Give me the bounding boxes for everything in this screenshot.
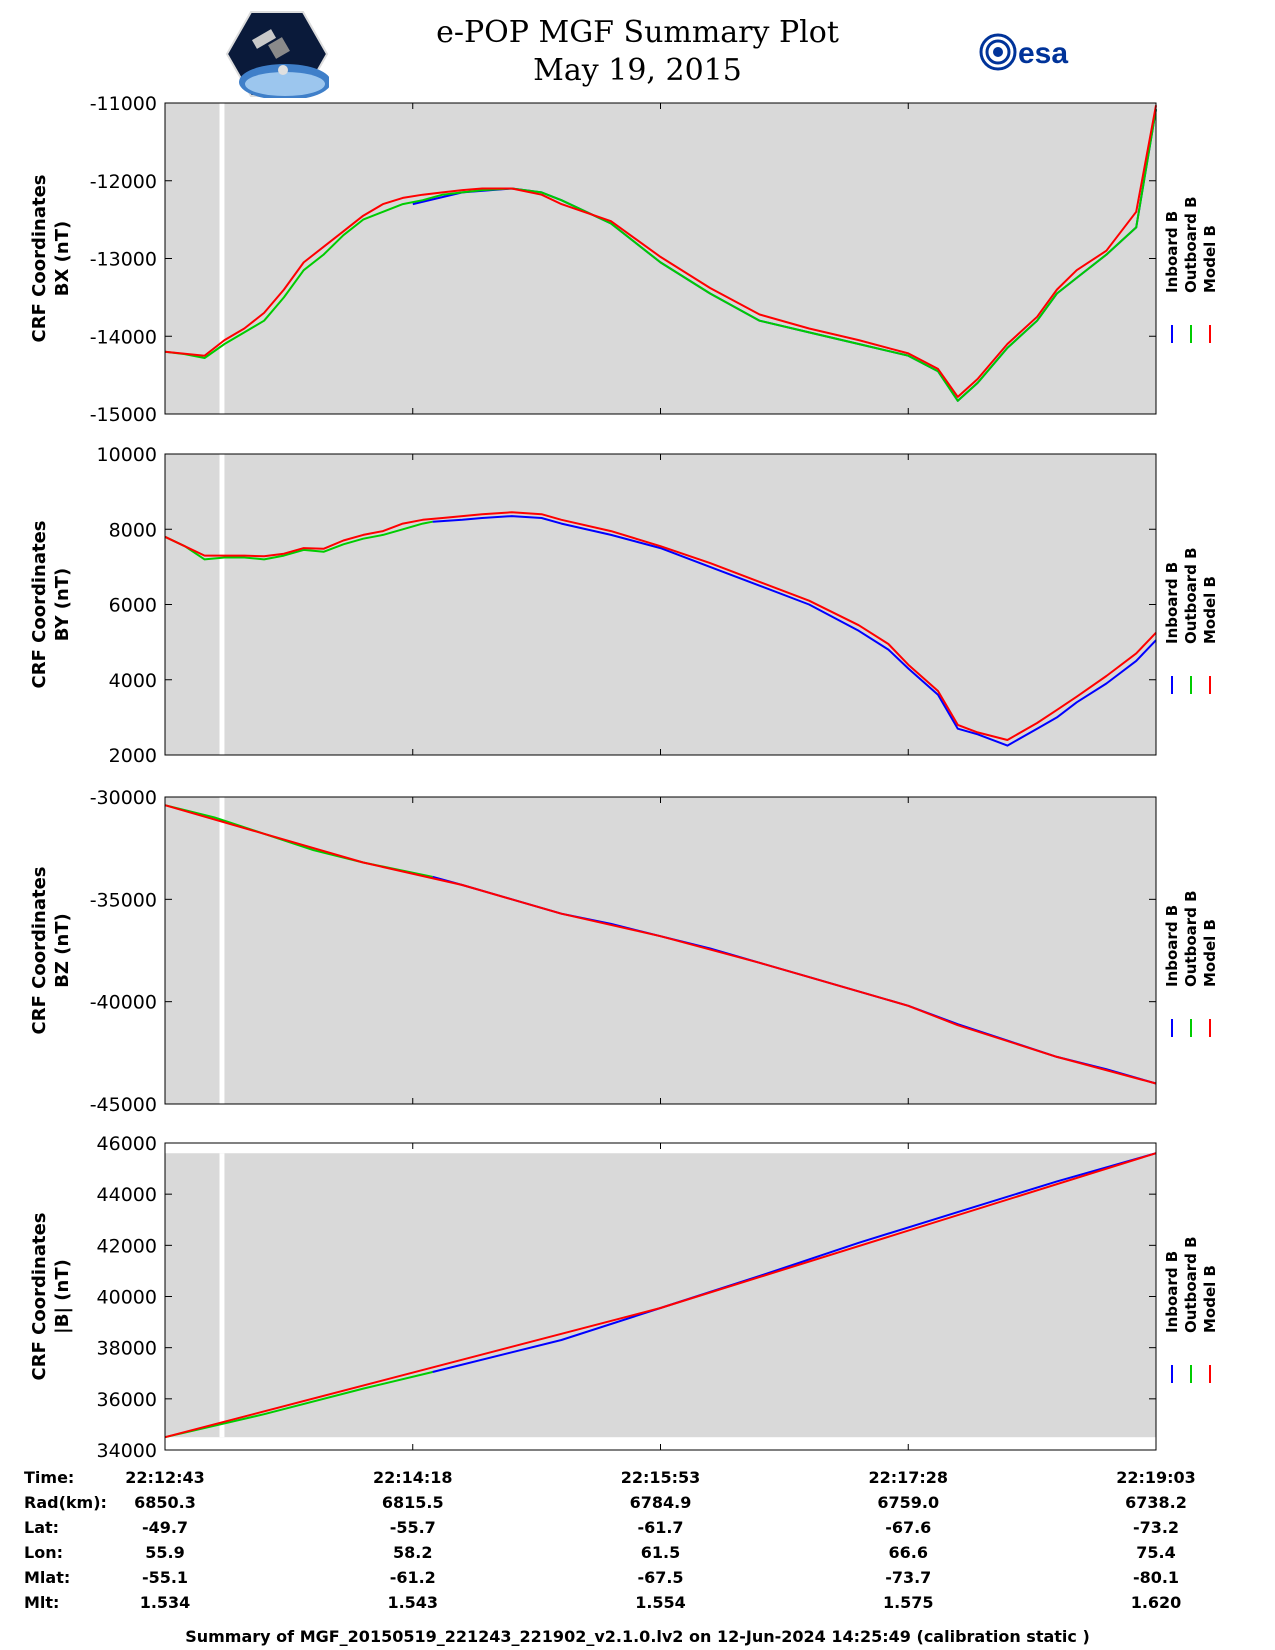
ytick-label-bmag: 34000 [97, 1440, 157, 1462]
ylabel-unit-by: BY (nT) [52, 568, 73, 642]
ylabel-unit-bmag: |B| (nT) [52, 1259, 73, 1334]
ytick-label-by: 4000 [109, 670, 157, 692]
ylabel-unit-bz: BZ (nT) [52, 913, 73, 988]
legend-label-bx: Inboard B [1163, 211, 1181, 293]
legend-label-bmag: Outboard B [1182, 1236, 1200, 1333]
plot-title: e-POP MGF Summary Plot May 19, 2015 [0, 14, 1275, 90]
ytick-label-bmag: 36000 [97, 1389, 157, 1411]
ytick-label-by: 10000 [97, 444, 157, 466]
ytick-label-bz: -35000 [90, 889, 157, 911]
ylabel-bz: CRF Coordinates [29, 867, 50, 1035]
legend-label-bz: Inboard B [1163, 905, 1181, 987]
panel-bmag: 46000 44000 42000 40000 38000 36000 34000 CRF C… [29, 1133, 1219, 1462]
plot-background-by [165, 454, 1156, 755]
series-by-outboard-b [164, 520, 433, 561]
series-bx-outboard-b [164, 109, 1157, 402]
ylabel-unit-bx: BX (nT) [52, 221, 73, 296]
ytick-label-bx: -12000 [90, 171, 157, 193]
legend-label-by: Outboard B [1182, 547, 1200, 644]
panel-bz: -30000 -35000 -40000 -45000 CRF Coordinates B… [29, 787, 1219, 1116]
ytick-label-bz: -45000 [90, 1094, 157, 1116]
ytick-label-by: 6000 [109, 595, 157, 617]
legend-label-bmag: Inboard B [1163, 1251, 1181, 1333]
series-bmag-model-b [164, 1152, 1157, 1439]
footer-summary: Summary of MGF_20150519_221243_221902_v2… [185, 1627, 1090, 1646]
legend-label-bz: Model B [1201, 919, 1219, 987]
ytick-label-bmag: 40000 [97, 1287, 157, 1309]
panel-by: 10000 8000 6000 4000 2000 CRF Coordinates BY (… [29, 444, 1219, 767]
ylabel-bmag: CRF Coordinates [29, 1213, 50, 1381]
ytick-label-by: 8000 [109, 519, 157, 541]
series-bx-model-b [164, 105, 1157, 398]
ylabel-by: CRF Coordinates [29, 521, 50, 689]
legend-label-bx: Model B [1201, 225, 1219, 293]
data-gap-bx [219, 103, 225, 414]
ylabel-bx: CRF Coordinates [29, 175, 50, 343]
ytick-label-bz: -30000 [90, 787, 157, 809]
legend-label-by: Model B [1201, 576, 1219, 644]
data-gap-bmag [219, 1153, 225, 1438]
plot-background-bx [165, 103, 1156, 414]
title-line-1: e-POP MGF Summary Plot [436, 15, 839, 50]
legend-label-by: Inboard B [1163, 562, 1181, 644]
ytick-label-bx: -13000 [90, 249, 157, 271]
esa-logo-text: esa [1018, 37, 1068, 70]
ytick-label-bmag: 44000 [97, 1184, 157, 1206]
ytick-label-bx: -15000 [90, 404, 157, 426]
esa-logo: esa [979, 33, 1068, 71]
ytick-label-bmag: 38000 [97, 1338, 157, 1360]
legend-label-bx: Outboard B [1182, 196, 1200, 293]
plot-background-bz [165, 797, 1156, 1104]
series-by-inboard-b [432, 515, 1157, 747]
legend-label-bmag: Model B [1201, 1265, 1219, 1333]
series-bz-outboard-b [164, 804, 433, 878]
legend-label-bz: Outboard B [1182, 890, 1200, 987]
series-by-model-b [164, 511, 1157, 741]
series-bz-model-b [164, 804, 1157, 1085]
series-bmag-outboard-b [164, 1371, 433, 1439]
ytick-label-bmag: 42000 [97, 1235, 157, 1257]
ytick-label-bmag: 46000 [97, 1133, 157, 1155]
panel-bx: -11000 -12000 -13000 -14000 -15000 CRF Coordi… [29, 93, 1219, 426]
series-bmag-inboard-b [432, 1152, 1157, 1373]
title-line-2: May 19, 2015 [533, 53, 742, 88]
ytick-label-bz: -40000 [90, 992, 157, 1014]
ytick-label-bx: -14000 [90, 326, 157, 348]
cassiope-logo [225, 11, 329, 98]
plot-background-bmag [165, 1153, 1156, 1438]
data-gap-by [219, 454, 225, 755]
ytick-label-bx: -11000 [90, 93, 157, 115]
ytick-label-by: 2000 [109, 745, 157, 767]
data-gap-bz [219, 797, 225, 1104]
